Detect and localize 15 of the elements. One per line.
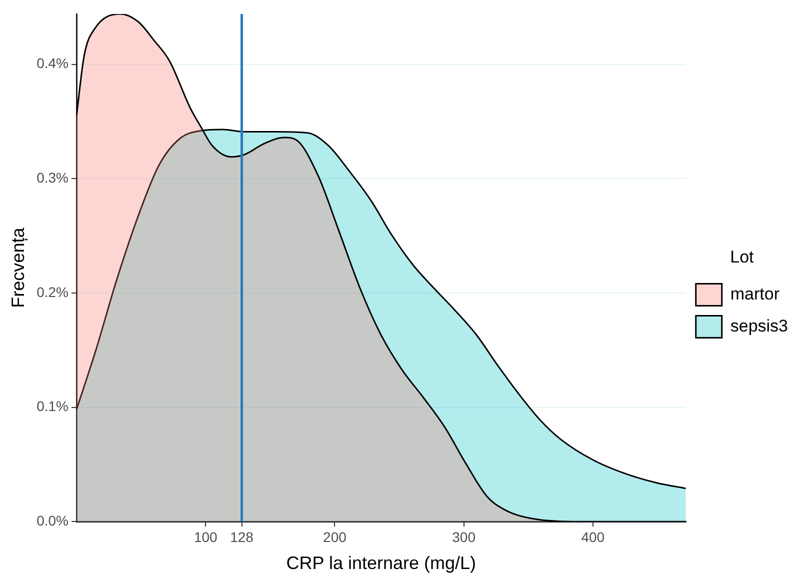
- y-tick-label: 0.4%: [36, 55, 69, 72]
- y-tick-label: 0.2%: [36, 284, 69, 300]
- y-axis-title: Frecvența: [8, 226, 28, 308]
- y-tick-label: 0.3%: [36, 169, 69, 186]
- x-axis-title: CRP la internare (mg/L): [286, 553, 476, 574]
- y-tick-label: 0.1%: [36, 398, 69, 414]
- legend-label: martor: [730, 284, 780, 304]
- x-tick-label: 200: [323, 528, 347, 545]
- legend-label: sepsis3: [730, 316, 788, 336]
- x-tick-label: 100: [194, 528, 218, 545]
- x-tick-label: 400: [581, 528, 605, 545]
- x-tick-label: 128: [230, 528, 254, 545]
- y-tick-label: 0.0%: [36, 512, 69, 528]
- legend-title: Lot: [730, 247, 754, 266]
- x-tick-label: 300: [452, 528, 476, 545]
